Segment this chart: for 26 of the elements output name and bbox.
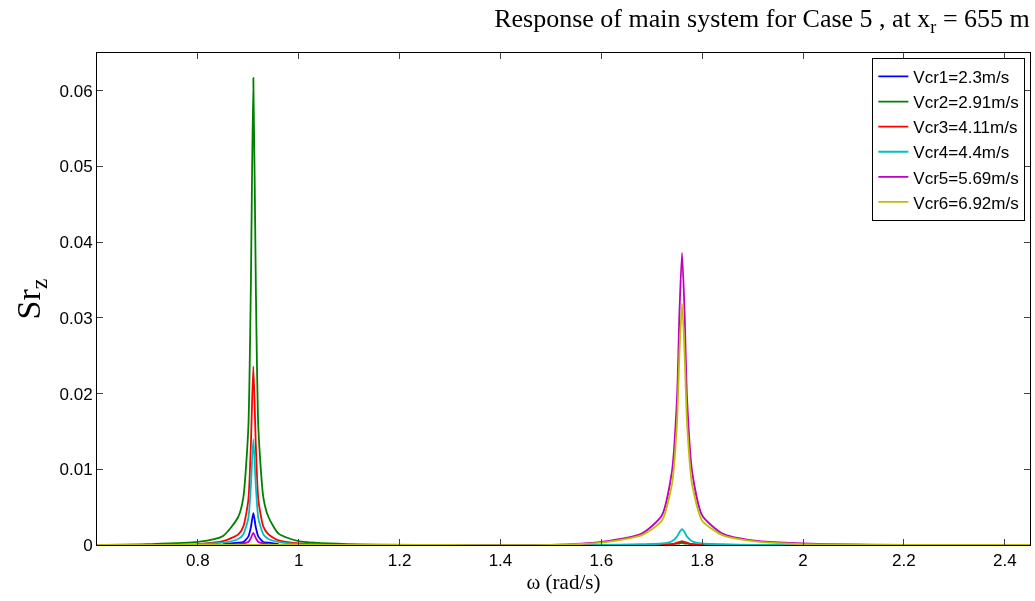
x-tick-label: 1.8 <box>690 551 715 571</box>
line-series <box>97 302 1030 545</box>
y-tick-label: 0.06 <box>59 81 93 101</box>
x-tick-label: 0.8 <box>186 551 210 571</box>
y-tick-label: 0.02 <box>59 384 93 404</box>
y-tick-label: 0.05 <box>59 157 93 177</box>
x-tick-label: 2.4 <box>992 551 1017 571</box>
x-axis-title: ω (rad/s) <box>526 570 601 595</box>
x-tick-label: 2.2 <box>892 551 916 571</box>
legend-label: Vcr2=2.91m/s <box>913 93 1019 113</box>
legend-label: Vcr4=4.4m/s <box>913 143 1010 163</box>
y-tick-label: 0.01 <box>59 460 93 480</box>
legend-label: Vcr6=6.92m/s <box>913 193 1019 213</box>
y-tick-label: 0 <box>83 535 93 555</box>
x-tick-label: 1 <box>294 551 304 571</box>
x-tick-label: 1.6 <box>589 551 614 571</box>
chart-title: Response of main system for Case 5 , at x$_{r}$ = 655 m <box>494 4 1030 37</box>
x-tick-label: 1.2 <box>387 551 412 571</box>
y-tick-label: 0.03 <box>59 308 93 328</box>
x-tick-label: 1.4 <box>488 551 513 571</box>
legend-label: Vcr1=2.3m/s <box>913 68 1010 88</box>
y-tick-label: 0.04 <box>59 233 93 253</box>
legend-label: Vcr5=5.69m/s <box>913 168 1019 188</box>
x-tick-label: 2 <box>798 551 808 571</box>
legend-label: Vcr3=4.11m/s <box>913 118 1018 138</box>
line-series <box>222 512 280 545</box>
